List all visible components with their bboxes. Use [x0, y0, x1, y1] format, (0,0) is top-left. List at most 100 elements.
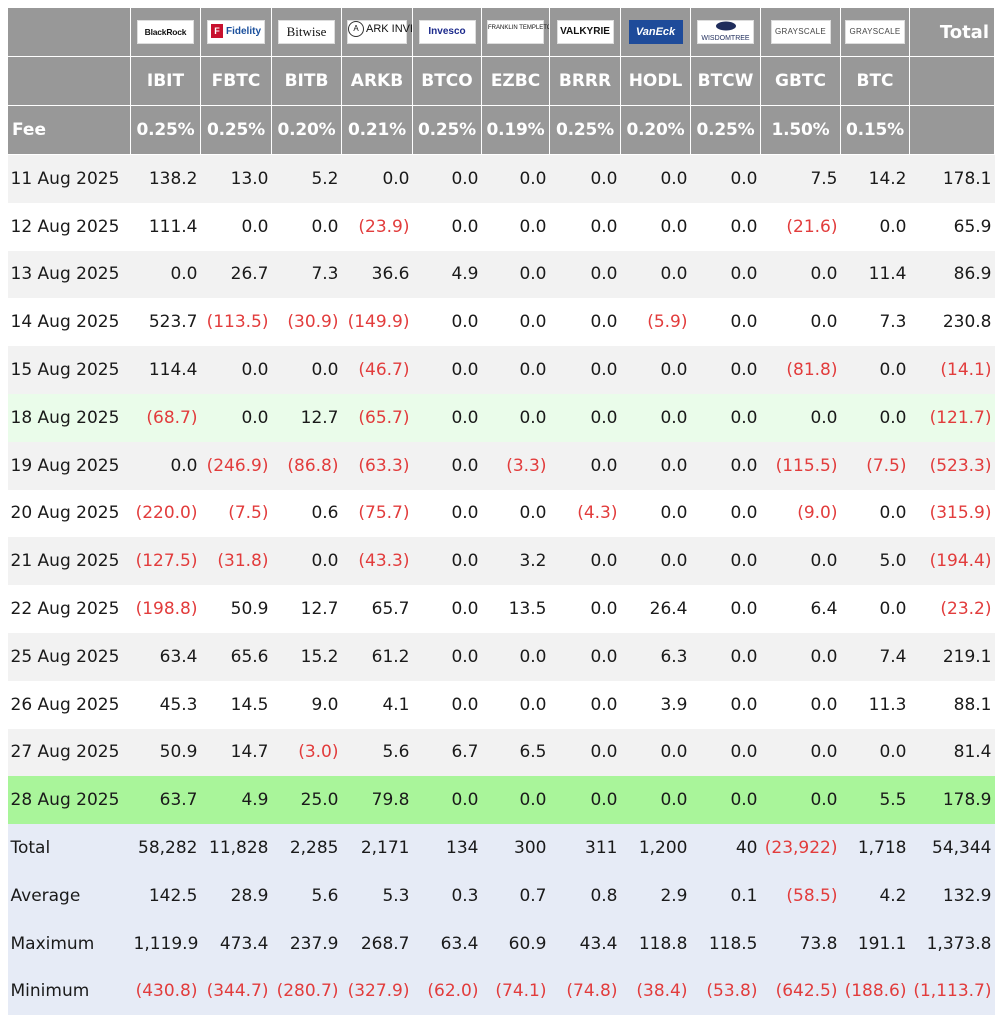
flow-value: (7.5): [200, 489, 272, 538]
logo-cell: GRAYSCALE: [840, 7, 910, 57]
flow-value: (30.9): [271, 298, 342, 347]
fee-total-cell: [909, 105, 995, 155]
flow-value: 0.0: [760, 728, 841, 777]
flow-value: (7.5): [840, 441, 910, 490]
flow-value: 523.7: [130, 298, 201, 347]
summary-value: 118.8: [620, 919, 691, 968]
row-date: 14 Aug 2025: [7, 298, 131, 347]
flow-value: 50.9: [200, 585, 272, 633]
flow-value: 0.0: [690, 632, 761, 681]
flow-value: 0.0: [620, 346, 691, 394]
summary-value: 2,171: [341, 824, 413, 872]
fee-value: 0.25%: [200, 105, 272, 155]
flow-value: 0.0: [690, 250, 761, 299]
flow-value: 0.0: [840, 489, 910, 538]
flow-value: 13.0: [200, 154, 272, 203]
row-total: (523.3): [909, 441, 995, 490]
table-row: 19 Aug 2025 0.0 (246.9) (86.8) (63.3) 0.0 (3.3…: [7, 441, 995, 490]
flow-value: 0.0: [690, 441, 761, 490]
flow-value: 0.0: [690, 680, 761, 729]
flow-value: 15.2: [271, 632, 342, 681]
fee-value: 0.25%: [690, 105, 761, 155]
row-total: (23.2): [909, 585, 995, 633]
vaneck-logo: VanEck: [628, 20, 683, 44]
summary-value: 40: [690, 824, 761, 872]
flow-value: 0.0: [690, 393, 761, 442]
summary-value: 268.7: [341, 919, 413, 968]
flow-value: 61.2: [341, 632, 413, 681]
ticker-header-brrr: BRRR: [549, 56, 621, 106]
row-total: (315.9): [909, 489, 995, 538]
flow-value: (220.0): [130, 489, 201, 538]
flow-value: 0.6: [271, 489, 342, 538]
row-date: 26 Aug 2025: [7, 680, 131, 729]
ticker-header-ezbc: EZBC: [481, 56, 550, 106]
flow-value: 63.7: [130, 776, 201, 825]
flow-value: 0.0: [412, 585, 482, 633]
summary-value: (344.7): [200, 967, 272, 1016]
flow-value: 0.0: [481, 298, 550, 347]
row-total: (194.4): [909, 537, 995, 586]
flow-value: 0.0: [481, 346, 550, 394]
summary-value: 43.4: [549, 919, 621, 968]
flow-value: 138.2: [130, 154, 201, 203]
flow-value: 0.0: [690, 537, 761, 586]
flow-value: 4.9: [412, 250, 482, 299]
summary-value: 311: [549, 824, 621, 872]
logo-cell: Bitwise: [271, 7, 342, 57]
flow-value: 0.0: [690, 154, 761, 203]
ticker-corner-cell: [7, 56, 131, 106]
flow-value: 0.0: [840, 393, 910, 442]
flow-value: (9.0): [760, 489, 841, 538]
fee-value: 0.20%: [620, 105, 691, 155]
flow-value: 0.0: [200, 202, 272, 251]
summary-value: (74.8): [549, 967, 621, 1016]
fee-value: 1.50%: [760, 105, 841, 155]
row-date: 28 Aug 2025: [7, 776, 131, 825]
flow-value: (63.3): [341, 441, 413, 490]
row-total: (121.7): [909, 393, 995, 442]
summary-total: 1,373.8: [909, 919, 995, 968]
summary-value: (430.8): [130, 967, 201, 1016]
summary-value: (327.9): [341, 967, 413, 1016]
summary-value: 4.2: [840, 871, 910, 920]
flow-value: 50.9: [130, 728, 201, 777]
fee-value: 0.21%: [341, 105, 413, 155]
franklin-templeton-logo: FRANKLIN TEMPLETON: [487, 20, 549, 44]
summary-value: (642.5): [760, 967, 841, 1016]
flow-value: 0.0: [549, 632, 621, 681]
flow-value: 0.0: [200, 346, 272, 394]
flow-value: 0.0: [690, 346, 761, 394]
wisdomtree-logo: WISDOMTREE: [697, 20, 754, 44]
flow-value: 0.0: [549, 250, 621, 299]
flow-value: 0.0: [412, 537, 482, 586]
fee-value: 0.20%: [271, 105, 342, 155]
flow-value: 9.0: [271, 680, 342, 729]
table-row: 12 Aug 2025 111.4 0.0 0.0 (23.9) 0.0 0.0 0.0 0.0…: [7, 202, 995, 251]
flow-value: 0.0: [271, 537, 342, 586]
row-total: (14.1): [909, 346, 995, 394]
ticker-header-ibit: IBIT: [130, 56, 201, 106]
logo-cell: WISDOMTREE: [690, 7, 761, 57]
summary-value: (23,922): [760, 824, 841, 872]
summary-value: 11,828: [200, 824, 272, 872]
flow-value: 0.0: [481, 632, 550, 681]
fidelity-logo: F Fidelity: [207, 20, 265, 44]
flow-value: 0.0: [840, 346, 910, 394]
row-total: 86.9: [909, 250, 995, 299]
wisdomtree-wordmark: WISDOMTREE: [701, 35, 750, 42]
flow-value: (127.5): [130, 537, 201, 586]
row-total: 65.9: [909, 202, 995, 251]
row-date: 11 Aug 2025: [7, 154, 131, 203]
flow-value: (4.3): [549, 489, 621, 538]
flow-value: 0.0: [549, 585, 621, 633]
summary-value: 0.7: [481, 871, 550, 920]
flow-value: (3.0): [271, 728, 342, 777]
flow-value: 7.3: [271, 250, 342, 299]
ticker-header-bitb: BITB: [271, 56, 342, 106]
flow-value: 0.0: [620, 154, 691, 203]
summary-value: 237.9: [271, 919, 342, 968]
summary-value: 142.5: [130, 871, 201, 920]
flow-value: 6.3: [620, 632, 691, 681]
